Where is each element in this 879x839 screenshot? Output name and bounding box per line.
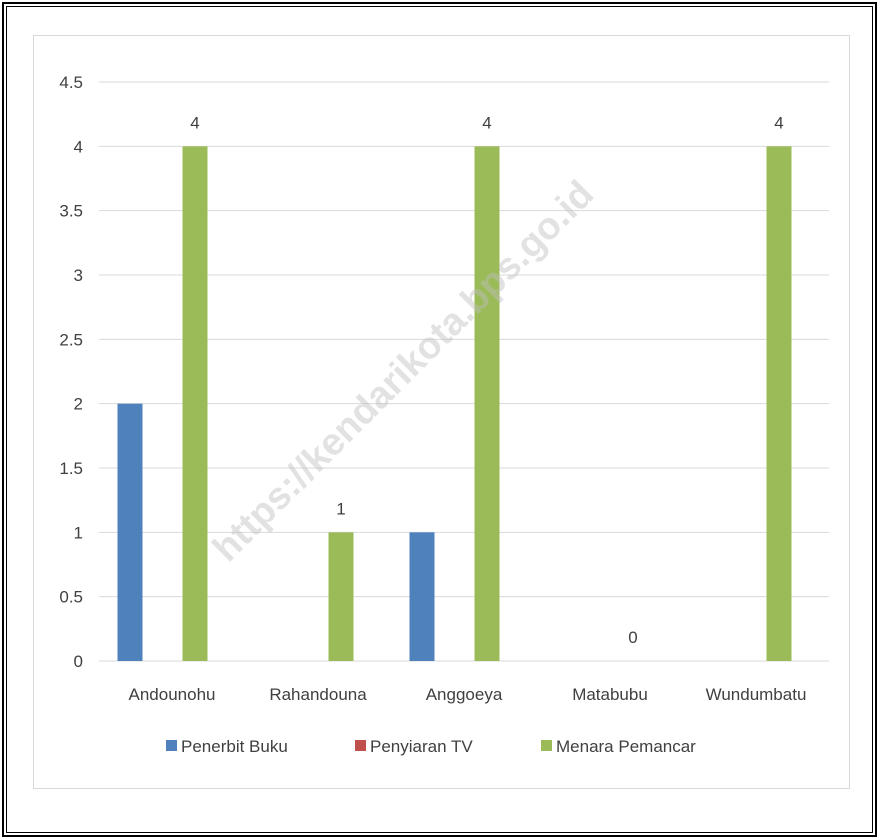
bars [117,146,792,662]
y-axis: 0 0.5 1 1.5 2 2.5 3 3.5 4 4.5 [59,73,83,671]
legend-swatch [166,740,177,751]
y-tick-label: 4 [74,137,83,156]
legend-swatch [541,740,552,751]
y-tick-label: 2 [74,395,83,414]
x-tick-label: Wundumbatu [706,685,807,704]
y-tick-label: 1.5 [59,459,83,478]
chart-area [33,35,850,789]
data-label: 4 [482,113,491,132]
bar-menara-pemancar [474,146,500,662]
legend-label: Penerbit Buku [181,737,288,756]
bar-menara-pemancar [328,532,354,661]
bar-menara-pemancar [766,146,792,662]
y-tick-label: 3 [74,266,83,285]
x-tick-label: Matabubu [572,685,648,704]
x-tick-label: Anggoeya [426,685,503,704]
watermark-text: https://kendarikota.bps.go.id [205,173,602,570]
legend-swatch [355,740,366,751]
x-tick-label: Andounohu [129,685,216,704]
bar-penerbit-buku [117,403,143,661]
legend-label: Menara Pemancar [556,737,696,756]
legend-label: Penyiaran TV [370,737,473,756]
y-tick-label: 1 [74,523,83,542]
y-tick-label: 4.5 [59,73,83,92]
y-tick-label: 0 [74,652,83,671]
bar-penerbit-buku [409,532,435,661]
gridlines [99,81,829,662]
y-tick-label: 3.5 [59,202,83,221]
x-axis: Andounohu Rahandouna Anggoeya Matabubu Wundu… [129,685,807,704]
data-labels: 4 1 4 0 4 [190,113,783,647]
data-label: 4 [774,113,783,132]
y-tick-label: 2.5 [59,330,83,349]
data-label: 1 [336,499,345,518]
x-tick-label: Rahandouna [269,685,367,704]
legend: Penerbit Buku Penyiaran TV Menara Pemancar [166,737,696,756]
data-label: 0 [628,628,637,647]
data-label: 4 [190,113,199,132]
bar-menara-pemancar [182,146,208,662]
y-tick-label: 0.5 [59,588,83,607]
